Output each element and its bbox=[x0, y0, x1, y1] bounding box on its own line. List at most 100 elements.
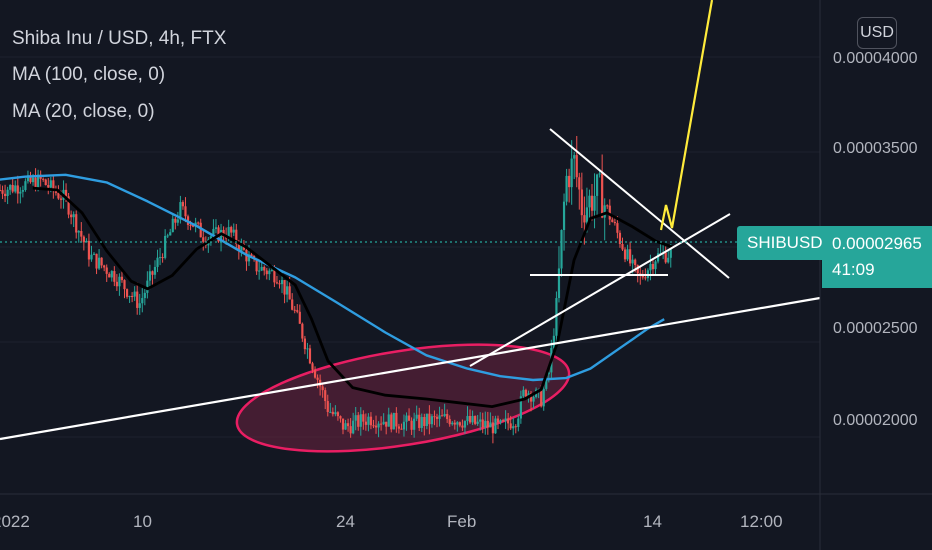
candle-body[interactable] bbox=[42, 178, 45, 180]
candle-body[interactable] bbox=[644, 277, 647, 279]
symbol-legend-title[interactable]: Shiba Inu / USD, 4h, FTX bbox=[12, 28, 227, 49]
candle-body[interactable] bbox=[158, 257, 162, 259]
candle-body[interactable] bbox=[108, 273, 111, 278]
candle-body[interactable] bbox=[440, 415, 444, 417]
candle-body[interactable] bbox=[557, 268, 561, 299]
candle-body[interactable] bbox=[486, 420, 489, 428]
candle-body[interactable] bbox=[601, 173, 604, 218]
candle-body[interactable] bbox=[123, 280, 126, 290]
candle-body[interactable] bbox=[64, 189, 68, 197]
candle-body[interactable] bbox=[430, 416, 434, 425]
candle-body[interactable] bbox=[54, 190, 57, 193]
candle-body[interactable] bbox=[547, 372, 550, 375]
candle-body[interactable] bbox=[286, 286, 289, 295]
candle-body[interactable] bbox=[151, 271, 154, 275]
candle-body[interactable] bbox=[402, 421, 406, 430]
candle-body[interactable] bbox=[90, 254, 93, 260]
candle-body[interactable] bbox=[474, 415, 477, 424]
candle-body[interactable] bbox=[570, 158, 573, 188]
candle-body[interactable] bbox=[451, 422, 454, 425]
projected-breakout-path[interactable] bbox=[659, 0, 714, 231]
candle-body[interactable] bbox=[555, 298, 558, 336]
candle-body[interactable] bbox=[595, 174, 599, 196]
candle-body[interactable] bbox=[527, 393, 530, 397]
candle-body[interactable] bbox=[57, 192, 60, 199]
currency-unit-button[interactable]: USD bbox=[857, 17, 897, 49]
candle-body[interactable] bbox=[618, 232, 622, 244]
candle-body[interactable] bbox=[219, 229, 223, 242]
candle-body[interactable] bbox=[656, 253, 660, 262]
candle-body[interactable] bbox=[369, 416, 373, 426]
candle-body[interactable] bbox=[303, 338, 306, 350]
candle-body[interactable] bbox=[336, 412, 340, 417]
candle-body[interactable] bbox=[583, 215, 586, 223]
candle-body[interactable] bbox=[313, 369, 317, 378]
candle-body[interactable] bbox=[519, 396, 522, 419]
candle-body[interactable] bbox=[52, 180, 55, 191]
candle-body[interactable] bbox=[258, 270, 261, 272]
candle-body[interactable] bbox=[92, 253, 96, 255]
candle-body[interactable] bbox=[227, 227, 230, 239]
candle-body[interactable] bbox=[545, 374, 548, 389]
candle-body[interactable] bbox=[631, 259, 634, 264]
candle-body[interactable] bbox=[575, 155, 578, 178]
candle-body[interactable] bbox=[47, 185, 50, 188]
candle-body[interactable] bbox=[197, 222, 200, 224]
candle-body[interactable] bbox=[270, 270, 273, 272]
candle-body[interactable] bbox=[77, 231, 80, 233]
candle-body[interactable] bbox=[608, 205, 611, 220]
candle-body[interactable] bbox=[296, 310, 299, 312]
candle-body[interactable] bbox=[377, 423, 380, 428]
candle-body[interactable] bbox=[578, 177, 581, 190]
candle-body[interactable] bbox=[453, 422, 456, 425]
candle-body[interactable] bbox=[456, 422, 459, 425]
candle-body[interactable] bbox=[494, 418, 497, 434]
candle-body[interactable] bbox=[169, 232, 172, 236]
candle-body[interactable] bbox=[667, 257, 670, 263]
candle-body[interactable] bbox=[484, 420, 487, 428]
candle-body[interactable] bbox=[49, 180, 52, 188]
candle-body[interactable] bbox=[413, 418, 416, 430]
candle-body[interactable] bbox=[100, 257, 103, 266]
candle-body[interactable] bbox=[616, 223, 619, 233]
price-axis[interactable]: 0.00004000 0.00003500 0.00002500 0.00002… bbox=[833, 50, 918, 429]
candle-body[interactable] bbox=[362, 414, 365, 422]
candle-body[interactable] bbox=[354, 415, 357, 421]
candle-body[interactable] bbox=[209, 236, 212, 240]
candle-body[interactable] bbox=[509, 423, 512, 429]
candle-body[interactable] bbox=[367, 416, 370, 425]
candle-body[interactable] bbox=[278, 283, 281, 285]
candle-body[interactable] bbox=[82, 236, 85, 243]
candle-body[interactable] bbox=[433, 416, 436, 418]
candle-body[interactable] bbox=[105, 267, 108, 274]
candle-body[interactable] bbox=[1, 190, 4, 194]
candle-body[interactable] bbox=[283, 280, 286, 295]
candle-body[interactable] bbox=[263, 266, 266, 271]
candle-body[interactable] bbox=[542, 388, 545, 407]
candle-body[interactable] bbox=[143, 292, 146, 299]
candle-body[interactable] bbox=[501, 420, 505, 422]
candle-body[interactable] bbox=[14, 185, 17, 192]
candle-body[interactable] bbox=[481, 419, 484, 428]
candle-body[interactable] bbox=[603, 205, 606, 218]
candle-body[interactable] bbox=[580, 189, 583, 216]
candle-body[interactable] bbox=[128, 295, 131, 297]
ma100-legend[interactable]: MA (100, close, 0) bbox=[12, 64, 166, 85]
candle-body[interactable] bbox=[496, 418, 500, 423]
candle-body[interactable] bbox=[669, 249, 672, 258]
candle-body[interactable] bbox=[3, 193, 7, 197]
candle-body[interactable] bbox=[415, 414, 418, 419]
candle-body[interactable] bbox=[357, 415, 360, 427]
candle-body[interactable] bbox=[171, 218, 174, 233]
candle-body[interactable] bbox=[390, 414, 393, 430]
candle-body[interactable] bbox=[288, 286, 291, 300]
candle-body[interactable] bbox=[374, 425, 378, 428]
candle-body[interactable] bbox=[321, 386, 324, 391]
candle-body[interactable] bbox=[476, 421, 479, 424]
candle-body[interactable] bbox=[405, 415, 408, 422]
candle-body[interactable] bbox=[202, 237, 205, 242]
candle-body[interactable] bbox=[324, 390, 327, 402]
candle-body[interactable] bbox=[293, 309, 296, 311]
candle-body[interactable] bbox=[334, 412, 337, 415]
candle-body[interactable] bbox=[148, 271, 152, 281]
